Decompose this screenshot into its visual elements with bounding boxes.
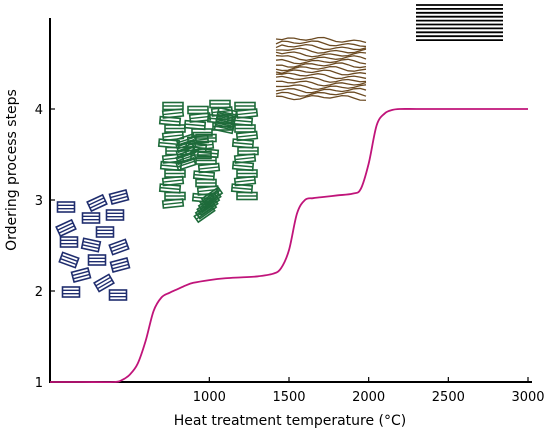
wrinkled-layer [275, 80, 367, 87]
bsu-unit [183, 119, 207, 131]
bsu-unit [86, 193, 108, 213]
x-tick-label: 3000 [511, 390, 544, 405]
axes [49, 18, 532, 383]
bsu-unit [95, 226, 115, 238]
bsu-unit [234, 101, 256, 111]
bsu-unit [56, 201, 76, 213]
x-tick-label: 2000 [352, 390, 385, 405]
wrinkled-layer [275, 51, 367, 58]
wrinkled-layer [275, 36, 367, 44]
wrinkled-layer [275, 84, 367, 90]
bsu-unit [59, 236, 79, 248]
bsu-unit [216, 106, 238, 120]
bsu-unit [175, 144, 197, 160]
bsu-unit [236, 191, 258, 201]
bsu-unit [215, 111, 237, 125]
bsu-unit [93, 273, 115, 293]
bsu-unit [55, 218, 77, 238]
y-tick-label: 2 [35, 285, 43, 300]
bsu-unit [87, 254, 107, 266]
bsu-unit [213, 121, 235, 135]
y-tick-label: 3 [35, 194, 43, 209]
bsu-unit [105, 209, 125, 221]
y-axis-label: Ordering process steps [4, 89, 20, 251]
bsu-unit [109, 256, 131, 274]
bsu-unit [192, 170, 216, 181]
bsu-unit [187, 105, 209, 115]
bsu-unit [108, 289, 128, 301]
bsu-unit [235, 130, 259, 142]
bsu-unit [161, 198, 185, 209]
wrinkled-layer [275, 87, 367, 94]
wrinkled-layer [275, 65, 367, 72]
bsu-unit [175, 132, 197, 148]
wrinkled-layer [275, 58, 367, 65]
bsu-unit [235, 108, 259, 119]
wrinkled-layer [275, 91, 367, 97]
x-tick-label: 1000 [193, 390, 226, 405]
bsu-unit [209, 99, 231, 109]
ordered-layers-stage-illustration [416, 4, 503, 41]
wrinkled-layer [275, 43, 367, 51]
illustrations [55, 4, 503, 301]
ticks: 1000 1500 2000 2500 3000 1 2 3 4 [35, 103, 545, 405]
series-line [50, 108, 528, 384]
x-axis-label: Heat treatment temperature (°C) [174, 413, 407, 429]
bsu-unit [108, 188, 130, 206]
disordered-stage-illustration [55, 188, 131, 301]
bsu-unit [193, 203, 216, 224]
wrinkled-layer [275, 94, 367, 101]
wrinkled-layer [275, 40, 367, 48]
bsu-unit [197, 162, 221, 174]
wrinkled-layer [275, 69, 367, 76]
wrinkled-layer [275, 47, 367, 54]
column-stage-illustration [157, 99, 259, 224]
wrinkled-layer [275, 72, 367, 80]
wrinkled-layer [275, 54, 367, 61]
bsu-unit [80, 237, 102, 253]
bsu-unit [70, 266, 92, 284]
bsu-unit [175, 156, 197, 172]
axis-lines [49, 18, 532, 383]
wrinkled-layers-stage-illustration [275, 36, 367, 101]
y-tick-label: 1 [35, 376, 43, 391]
x-tick-label: 2500 [432, 390, 465, 405]
y-tick-label: 4 [35, 103, 43, 118]
bsu-unit [188, 112, 212, 123]
bsu-unit [175, 150, 197, 166]
bsu-unit [214, 116, 236, 130]
x-tick-label: 1500 [272, 390, 305, 405]
wrinkled-layer [275, 75, 367, 83]
bsu-unit [231, 138, 255, 149]
bsu-unit [108, 238, 130, 256]
bsu-unit [81, 212, 101, 224]
wrinkled-layer [275, 62, 367, 69]
bsu-unit [58, 251, 80, 269]
bsu-unit [61, 286, 81, 298]
bsu-unit [161, 130, 185, 142]
bsu-unit [175, 138, 197, 154]
